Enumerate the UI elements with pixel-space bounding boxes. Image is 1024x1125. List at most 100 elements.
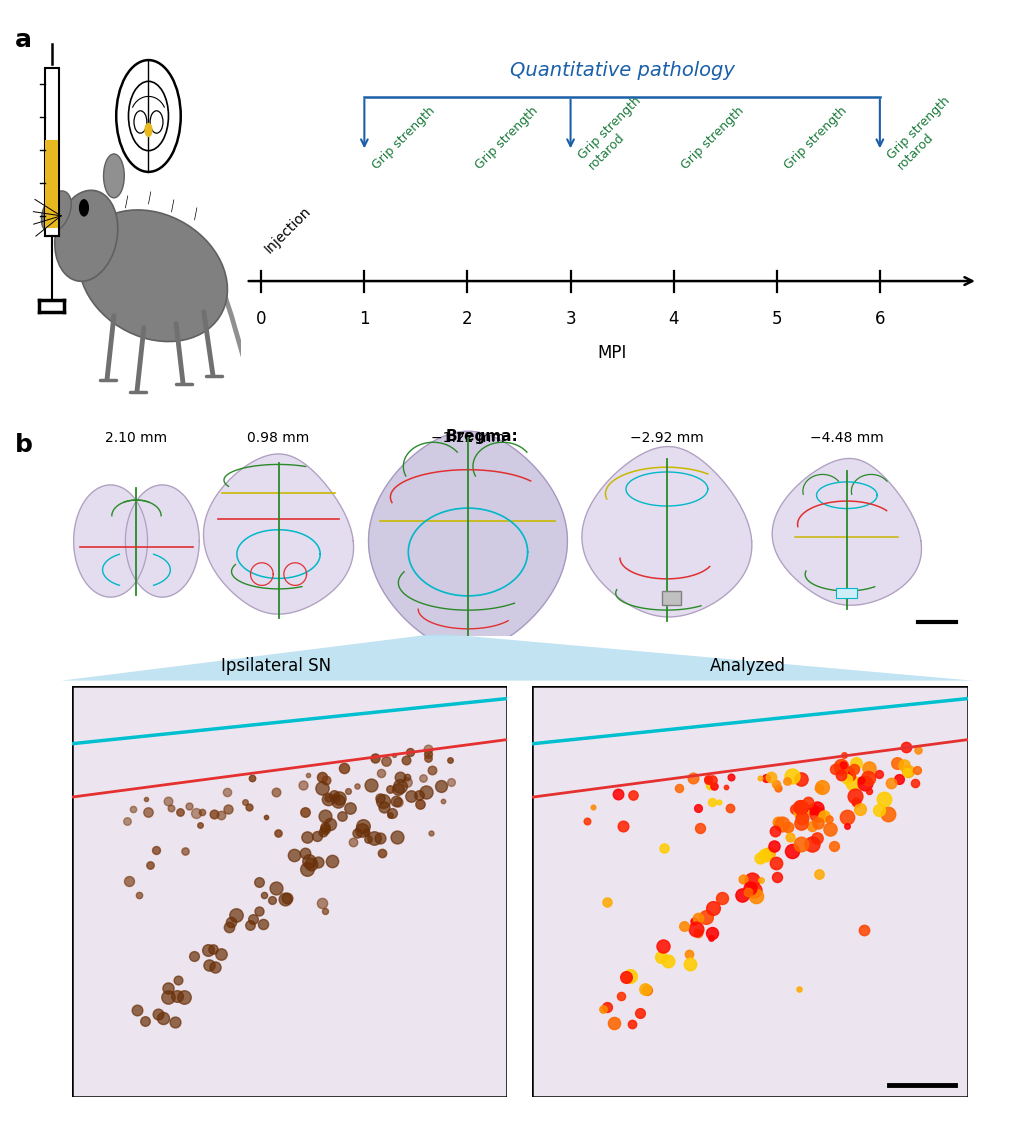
Point	[420, 739, 436, 757]
Point	[237, 793, 253, 811]
Polygon shape	[61, 634, 973, 681]
Point	[362, 775, 379, 793]
Polygon shape	[582, 447, 752, 616]
Point	[766, 837, 782, 855]
Point	[770, 812, 786, 830]
Point	[900, 763, 916, 781]
Point	[842, 760, 858, 778]
Point	[316, 820, 333, 838]
Point	[366, 829, 382, 847]
Point	[280, 889, 296, 907]
Point	[897, 738, 913, 756]
Point	[821, 820, 838, 838]
Text: Quantitative pathology: Quantitative pathology	[510, 61, 734, 80]
Point	[324, 852, 340, 870]
Point	[811, 780, 827, 798]
Point	[625, 785, 641, 803]
Point	[676, 917, 692, 935]
Text: MPI: MPI	[597, 344, 627, 362]
Point	[839, 817, 855, 835]
Text: Grip strength: Grip strength	[473, 105, 541, 172]
Point	[435, 792, 452, 810]
Point	[793, 771, 809, 789]
Point	[206, 806, 222, 824]
Point	[441, 750, 458, 768]
Point	[723, 768, 739, 786]
Point	[610, 784, 627, 802]
Point	[309, 828, 326, 846]
Point	[711, 793, 727, 811]
Point	[783, 842, 800, 860]
Point	[753, 871, 769, 889]
Text: Grip strength: Grip strength	[370, 105, 437, 172]
Point	[839, 808, 855, 826]
Point	[782, 828, 799, 846]
Point	[121, 872, 137, 890]
Point	[703, 772, 720, 790]
Point	[787, 800, 804, 818]
Point	[334, 808, 350, 826]
Point	[752, 849, 768, 867]
Point	[721, 799, 737, 817]
Point	[625, 1015, 641, 1033]
Text: 2: 2	[462, 310, 473, 328]
Point	[735, 871, 752, 889]
Point	[317, 807, 334, 825]
Point	[908, 762, 925, 780]
Point	[859, 770, 876, 788]
Point	[870, 765, 887, 783]
Point	[335, 759, 351, 777]
Point	[264, 891, 281, 909]
Point	[222, 912, 239, 930]
Circle shape	[79, 199, 89, 217]
Circle shape	[117, 60, 181, 172]
Point	[207, 958, 223, 976]
Point	[827, 759, 844, 777]
Point	[654, 937, 671, 955]
Point	[889, 754, 905, 772]
Point	[140, 803, 157, 821]
Point	[402, 742, 419, 760]
Point	[761, 844, 777, 862]
Point	[671, 780, 687, 798]
Point	[177, 843, 194, 861]
Point	[835, 756, 851, 774]
Text: −2.92 mm: −2.92 mm	[630, 431, 703, 446]
Point	[169, 987, 185, 1005]
Point	[353, 820, 370, 838]
Point	[297, 844, 313, 862]
Point	[637, 980, 653, 998]
Point	[413, 794, 429, 812]
Point	[653, 947, 670, 965]
Ellipse shape	[54, 190, 118, 281]
Point	[330, 792, 346, 810]
Point	[382, 781, 398, 799]
Point	[375, 792, 391, 810]
Point	[758, 768, 774, 786]
Point	[699, 771, 716, 789]
Point	[392, 768, 409, 786]
Point	[161, 979, 177, 997]
Text: Ipsilateral SN: Ipsilateral SN	[221, 657, 332, 675]
Point	[681, 955, 697, 973]
Circle shape	[128, 81, 169, 151]
Bar	[662, 591, 681, 605]
Point	[842, 762, 858, 780]
Point	[779, 772, 796, 790]
Point	[286, 846, 302, 864]
Point	[129, 1001, 145, 1019]
Point	[328, 789, 344, 807]
Point	[411, 785, 427, 803]
Point	[612, 988, 629, 1006]
Point	[752, 768, 768, 786]
Point	[686, 912, 702, 930]
Point	[690, 924, 707, 942]
Point	[632, 1004, 648, 1022]
Text: Analyzed: Analyzed	[710, 657, 785, 675]
Text: Grip strength
rotarod: Grip strength rotarod	[885, 94, 963, 172]
Point	[745, 881, 762, 899]
Point	[793, 799, 809, 817]
Point	[345, 834, 361, 852]
Point	[857, 774, 873, 792]
Point	[340, 782, 356, 800]
